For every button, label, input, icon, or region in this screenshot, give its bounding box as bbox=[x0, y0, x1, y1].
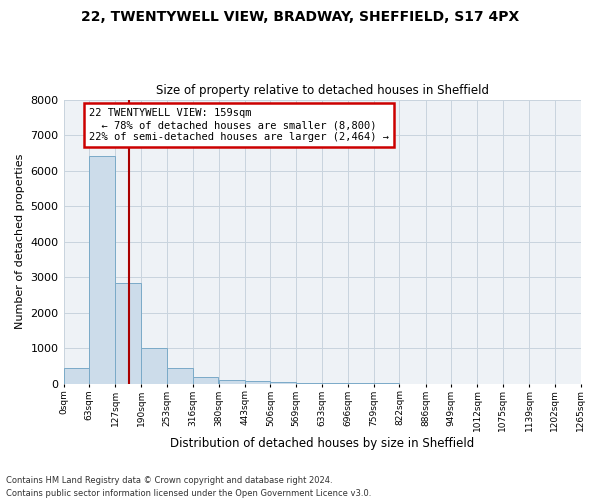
Text: 22, TWENTYWELL VIEW, BRADWAY, SHEFFIELD, S17 4PX: 22, TWENTYWELL VIEW, BRADWAY, SHEFFIELD,… bbox=[81, 10, 519, 24]
Bar bbox=[219, 380, 245, 384]
Text: 22 TWENTYWELL VIEW: 159sqm
  ← 78% of detached houses are smaller (8,800)
22% of: 22 TWENTYWELL VIEW: 159sqm ← 78% of deta… bbox=[89, 108, 389, 142]
Text: Contains HM Land Registry data © Crown copyright and database right 2024.
Contai: Contains HM Land Registry data © Crown c… bbox=[6, 476, 371, 498]
Bar bbox=[245, 381, 271, 384]
Bar bbox=[322, 383, 348, 384]
Bar bbox=[296, 383, 322, 384]
Bar bbox=[64, 368, 89, 384]
Bar bbox=[115, 282, 141, 384]
X-axis label: Distribution of detached houses by size in Sheffield: Distribution of detached houses by size … bbox=[170, 437, 474, 450]
Title: Size of property relative to detached houses in Sheffield: Size of property relative to detached ho… bbox=[155, 84, 488, 97]
Bar bbox=[141, 348, 167, 384]
Bar bbox=[271, 382, 296, 384]
Y-axis label: Number of detached properties: Number of detached properties bbox=[15, 154, 25, 330]
Bar bbox=[193, 376, 218, 384]
Bar bbox=[89, 156, 115, 384]
Bar bbox=[167, 368, 193, 384]
